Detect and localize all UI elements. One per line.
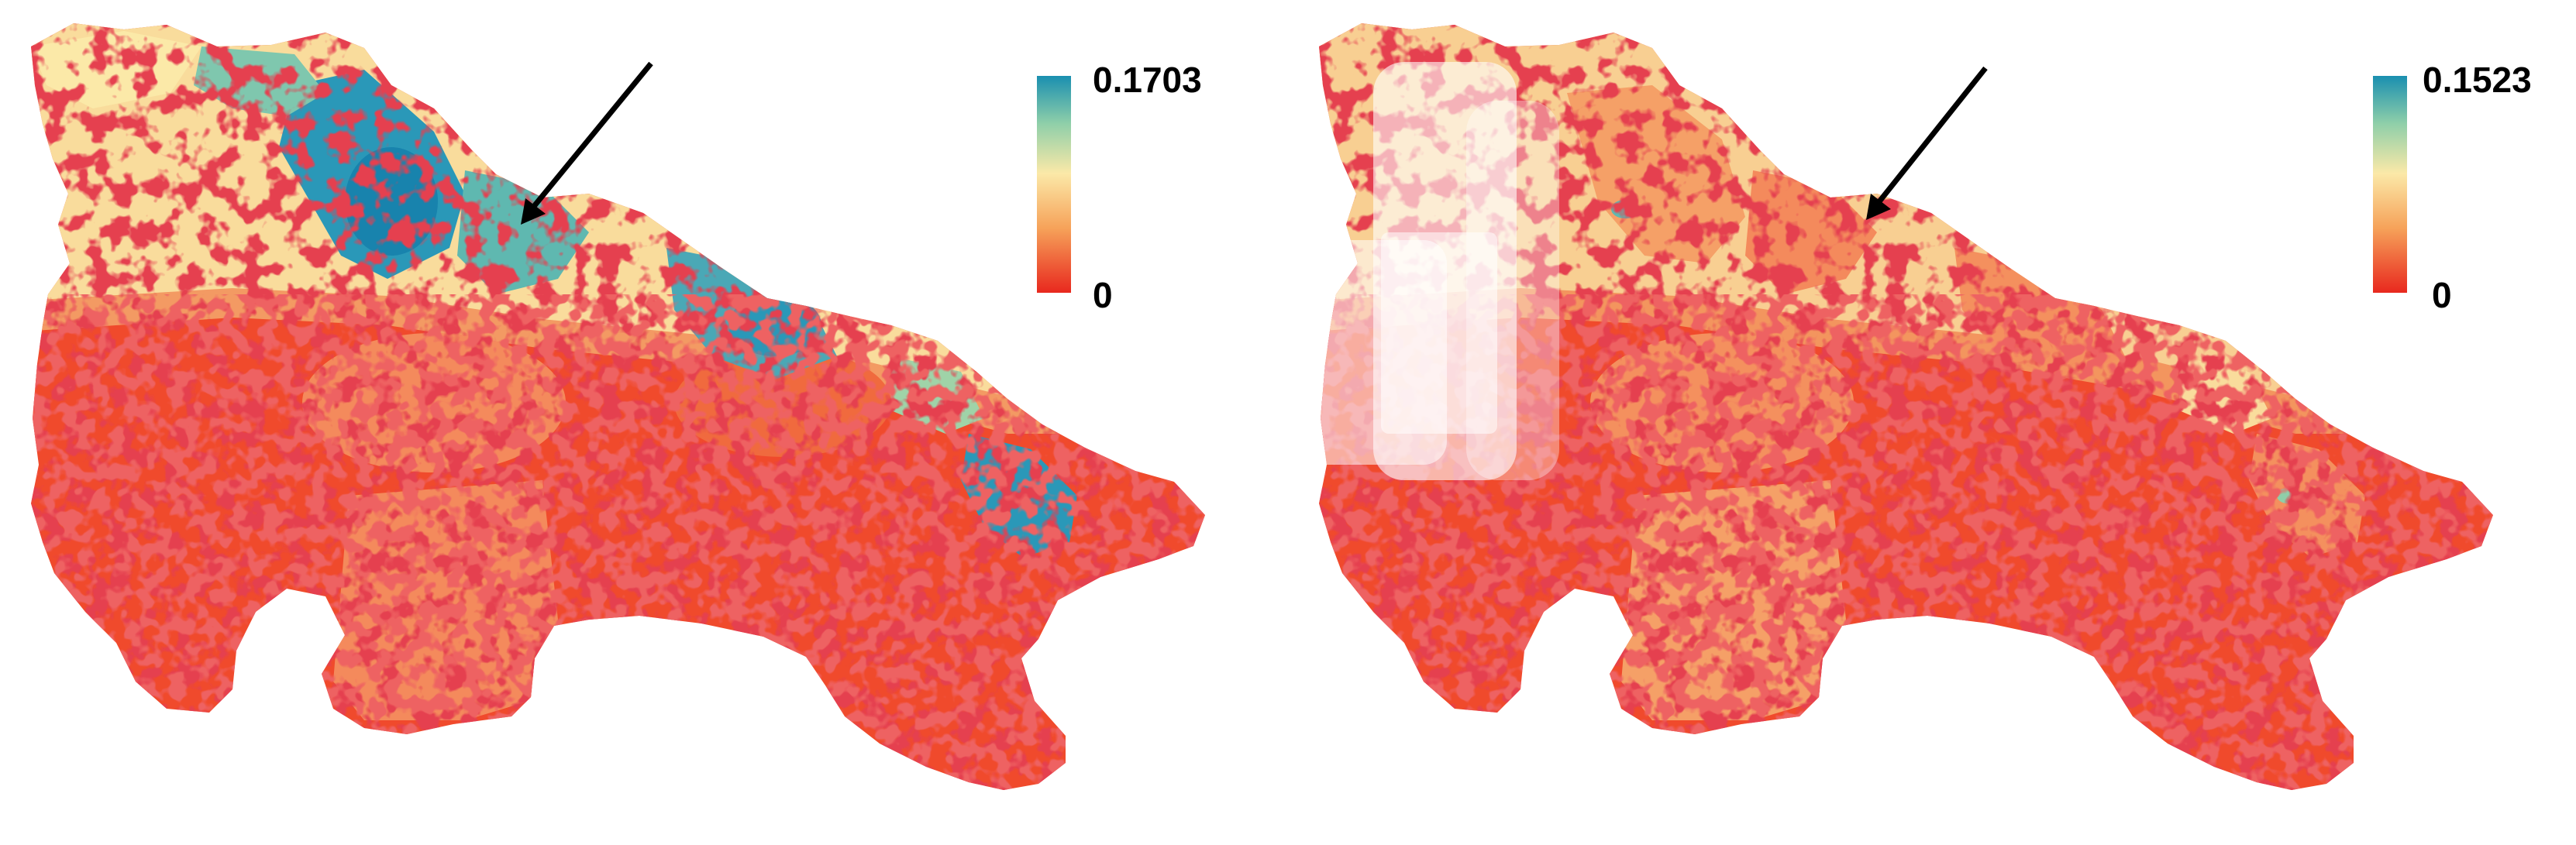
region-map-right (1319, 23, 2493, 790)
region-map-left (31, 23, 1205, 790)
colorbar-min-label: 0 (1093, 275, 1113, 315)
arrow-line (529, 61, 653, 211)
colorbar-right (2373, 76, 2407, 293)
arrow-line (1875, 66, 1988, 207)
map-panel-right: 0.1523 0 (1288, 0, 2576, 845)
colorbar-max-label: 0.1703 (1093, 60, 1202, 100)
colorbar-left (1037, 76, 1071, 293)
colorbar-min-label: 0 (2432, 275, 2452, 315)
arrow-head (521, 198, 546, 225)
map-panel-left: 0.1703 0 (31, 23, 1205, 790)
colorbar-max-label: 0.1523 (2423, 60, 2532, 100)
arrow-head (1866, 194, 1891, 220)
